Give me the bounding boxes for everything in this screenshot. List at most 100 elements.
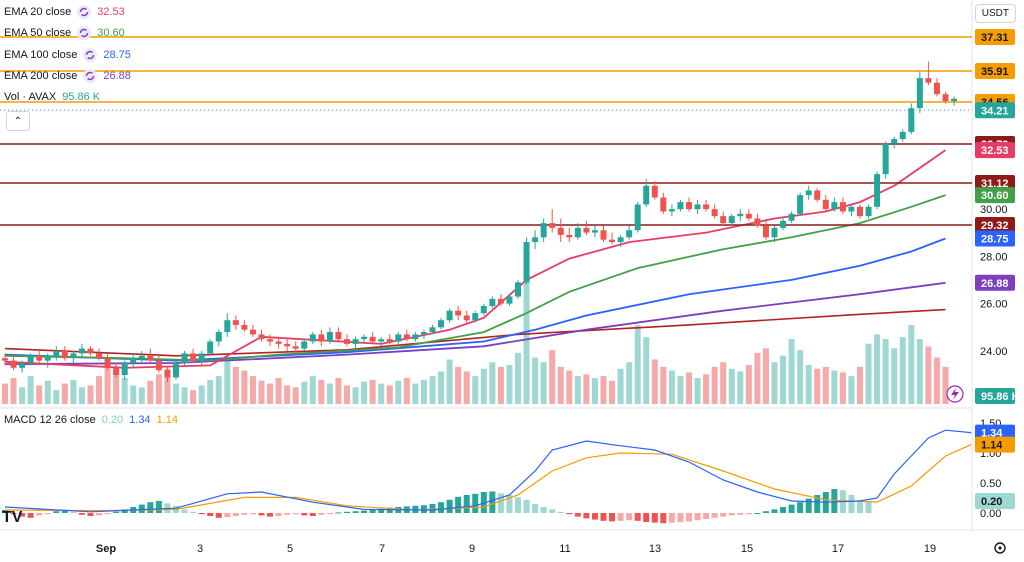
chevron-up-icon: ⌃ — [13, 115, 23, 127]
legend-ema50[interactable]: EMA 50 close 30.60 — [4, 26, 125, 40]
macd-histogram-bar — [147, 502, 154, 513]
volume-bar — [318, 379, 325, 404]
price-tick-label: 30.00 — [980, 204, 1008, 216]
candle-body — [583, 227, 590, 233]
macd-histogram-bar — [549, 509, 556, 513]
macd-histogram-bar — [361, 510, 368, 513]
macd-histogram-bar — [241, 513, 248, 515]
candle-body — [70, 353, 77, 359]
volume-bar — [224, 359, 231, 404]
candle-body — [301, 341, 308, 349]
macd-histogram-bar — [275, 513, 282, 516]
source-cycle-icon[interactable] — [77, 5, 92, 19]
volume-bar — [480, 368, 487, 404]
candle-body — [318, 334, 325, 342]
volume-bar — [352, 387, 359, 404]
legend-macd-v2: 1.34 — [129, 414, 151, 426]
candle-body — [626, 230, 633, 238]
volume-bar — [942, 366, 949, 404]
level-price-label: 35.91 — [981, 66, 1009, 78]
volume-bar — [403, 378, 410, 404]
macd-histogram-bar — [455, 496, 462, 513]
candle-body — [506, 296, 513, 304]
source-cycle-icon[interactable] — [77, 26, 92, 40]
candle-body — [207, 341, 214, 354]
macd-histogram-bar — [232, 513, 239, 516]
candle-body — [113, 367, 120, 375]
macd-histogram-bar — [754, 513, 761, 514]
price-label: 26.88 — [981, 278, 1009, 290]
macd-line — [4, 429, 972, 513]
hist-value-label-bg — [975, 493, 1015, 509]
candle-body — [130, 358, 137, 363]
legend-ema200-label: EMA 200 close — [4, 70, 78, 82]
candle-body — [36, 355, 43, 361]
collapse-legend-button[interactable]: ⌃ — [6, 111, 30, 131]
volume-bar — [600, 376, 607, 404]
macd-histogram-bar — [634, 513, 641, 521]
volume-bar — [933, 357, 940, 404]
volume-bar — [805, 365, 812, 404]
volume-bar — [532, 357, 539, 404]
volume-bar — [309, 376, 316, 404]
macd-histogram-bar — [207, 513, 214, 516]
level-price-label-bg — [975, 63, 1015, 79]
macd-histogram-bar — [489, 491, 496, 513]
level-price-label: 37.31 — [981, 32, 1009, 44]
candle-body — [147, 355, 154, 361]
volume-bar — [138, 387, 145, 404]
volume-bar — [344, 385, 350, 404]
macd-histogram-bar — [215, 513, 222, 518]
legend-ema100-label: EMA 100 close — [4, 49, 78, 61]
legend-ema20-label: EMA 20 close — [4, 6, 72, 18]
candle-body — [292, 346, 299, 349]
time-tick-label: 11 — [559, 543, 570, 555]
volume-bar — [70, 379, 77, 404]
macd-histogram-bar — [27, 513, 34, 518]
volume-bar — [557, 366, 564, 404]
macd-histogram-bar — [831, 489, 838, 513]
macd-histogram-bar — [87, 513, 94, 516]
volume-bar — [249, 376, 256, 404]
candle-body — [797, 195, 804, 214]
legend-volume[interactable]: Vol · AVAX 95.86 K — [4, 91, 100, 103]
time-tick-label: 7 — [379, 543, 385, 555]
macd-histogram-bar — [532, 504, 539, 513]
macd-histogram-bar — [78, 513, 85, 515]
candle-body — [874, 174, 881, 207]
macd-histogram-bar — [557, 511, 564, 513]
candle-body — [369, 336, 376, 342]
volume-bar — [19, 387, 26, 404]
candle-body — [609, 239, 616, 243]
legend-ema50-value: 30.60 — [97, 27, 125, 39]
currency-selector[interactable]: USDT — [974, 4, 1016, 23]
volume-bar — [754, 352, 761, 404]
legend-volume-label: Vol · AVAX — [4, 91, 57, 103]
macd-histogram-bar — [583, 513, 590, 519]
macd-histogram-bar — [326, 513, 333, 515]
source-cycle-icon[interactable] — [83, 69, 98, 83]
source-cycle-icon[interactable] — [83, 48, 98, 62]
candle-body — [865, 206, 872, 217]
volume-bar — [848, 376, 855, 404]
legend-ema200[interactable]: EMA 200 close 26.88 — [4, 69, 131, 83]
legend-ema20[interactable]: EMA 20 close 32.53 — [4, 5, 125, 19]
candle-body — [566, 234, 573, 238]
macd-histogram-bar — [104, 513, 111, 515]
ema200-line — [4, 281, 946, 366]
macd-histogram-bar — [788, 504, 795, 513]
macd-histogram-bar — [540, 507, 547, 513]
legend-ema100[interactable]: EMA 100 close 28.75 — [4, 48, 131, 62]
volume-bar — [891, 348, 898, 404]
macd-histogram-bar — [694, 513, 701, 521]
volume-bar — [771, 362, 778, 404]
legend-macd[interactable]: MACD 12 26 close 0.20 1.34 1.14 — [4, 414, 178, 426]
candle-body — [549, 223, 556, 228]
candle-body — [728, 216, 735, 224]
volume-bar — [737, 371, 744, 404]
macd-histogram-bar — [121, 509, 128, 513]
macd-histogram-bar — [113, 511, 120, 513]
volume-bar — [831, 370, 838, 404]
price-tick-label: 24.00 — [980, 346, 1008, 358]
